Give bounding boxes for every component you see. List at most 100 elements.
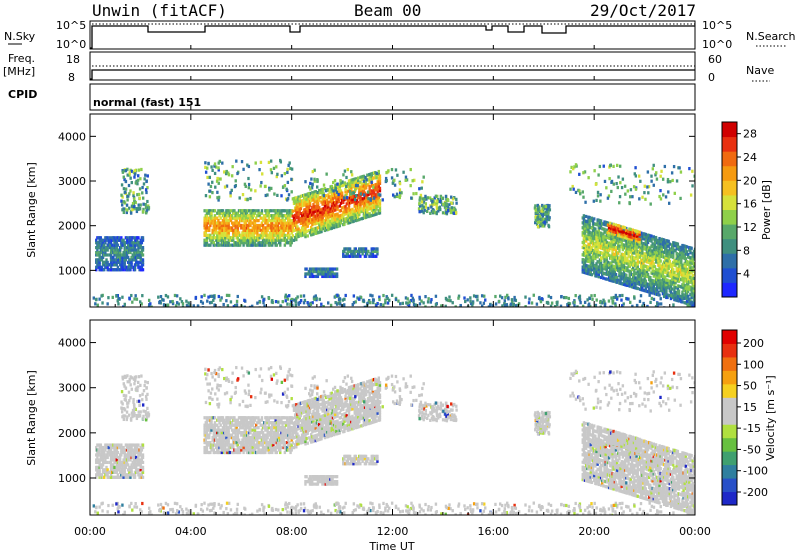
power-cell xyxy=(622,243,626,247)
power-cell xyxy=(583,170,587,174)
power-cell xyxy=(634,166,637,170)
power-cell xyxy=(587,176,590,180)
power-cell xyxy=(336,212,339,216)
power-cell xyxy=(378,295,381,299)
power-cell xyxy=(504,295,507,299)
power-cell xyxy=(607,248,611,253)
power-cell xyxy=(286,180,290,185)
power-cell xyxy=(587,227,590,232)
power-cell xyxy=(539,224,542,228)
power-cell xyxy=(437,209,440,213)
power-cell xyxy=(626,266,629,270)
power-cell xyxy=(361,252,364,256)
power-cell xyxy=(445,298,448,302)
nave-label: Nave xyxy=(746,64,774,77)
power-cell xyxy=(103,263,106,267)
power-cell xyxy=(652,252,656,256)
power-cell xyxy=(676,286,680,290)
power-cell xyxy=(162,303,166,307)
power-cell xyxy=(649,266,652,270)
power-cell xyxy=(238,243,242,247)
power-cell xyxy=(658,273,661,278)
power-cell xyxy=(222,216,226,220)
power-cell xyxy=(601,241,604,246)
power-cell xyxy=(348,208,352,212)
power-cell xyxy=(547,294,550,298)
power-cell xyxy=(322,304,325,307)
power-cell xyxy=(107,296,110,300)
power-cell xyxy=(286,297,289,301)
power-cell xyxy=(681,268,684,272)
power-cell xyxy=(353,216,356,221)
power-cell xyxy=(126,208,129,212)
power-cell xyxy=(333,179,337,183)
power-cell xyxy=(641,246,644,250)
power-cell xyxy=(118,248,122,252)
power-cell xyxy=(305,229,308,233)
power-cell xyxy=(222,226,226,230)
power-cell xyxy=(640,275,643,279)
power-cell xyxy=(581,304,585,307)
power-cell xyxy=(565,295,568,300)
power-cell xyxy=(113,260,116,264)
power-cell xyxy=(298,300,302,305)
power-cell xyxy=(281,233,284,237)
power-cell xyxy=(342,173,345,177)
power-cell xyxy=(130,238,133,242)
power-cell xyxy=(503,299,507,303)
power-cell xyxy=(617,251,620,255)
power-cell xyxy=(251,238,254,242)
power-cell xyxy=(265,231,268,235)
power-cell xyxy=(605,257,609,262)
power-cell xyxy=(311,230,314,234)
power-cell xyxy=(614,241,618,245)
power-cell xyxy=(95,265,98,269)
power-cell xyxy=(630,268,634,272)
station-title: Unwin (fitACF) xyxy=(92,1,227,20)
power-cell xyxy=(668,242,672,246)
power-cell xyxy=(320,302,323,306)
power-cell xyxy=(647,191,650,195)
power-cell xyxy=(316,178,319,182)
power-cell xyxy=(257,209,260,213)
power-cell xyxy=(588,250,591,254)
power-cell xyxy=(617,258,620,263)
power-cell xyxy=(641,285,644,290)
power-cell xyxy=(290,211,293,215)
power-cell xyxy=(663,294,666,298)
power-cell xyxy=(638,267,642,272)
power-cell xyxy=(375,212,378,216)
power-cell xyxy=(635,279,638,283)
power-cell xyxy=(654,280,658,284)
power-cell xyxy=(369,197,373,201)
power-cell xyxy=(334,200,337,205)
power-cell xyxy=(599,258,603,262)
power-cell xyxy=(406,301,409,305)
power-cell xyxy=(324,272,328,276)
power-cell xyxy=(652,183,655,187)
nsearch-tick-top: 10^5 xyxy=(702,19,732,32)
power-cell xyxy=(685,291,689,296)
power-cell xyxy=(615,280,619,284)
power-cell xyxy=(121,195,124,199)
power-cell xyxy=(250,236,253,240)
power-cell xyxy=(297,234,300,239)
power-cell xyxy=(405,178,409,182)
power-cell xyxy=(582,195,585,199)
power-cell xyxy=(100,294,103,298)
power-cell xyxy=(373,191,376,195)
power-cell xyxy=(145,208,149,212)
power-cell xyxy=(569,187,572,191)
power-cell xyxy=(384,301,387,305)
power-cell xyxy=(541,206,544,211)
power-cell xyxy=(505,303,509,307)
power-cell xyxy=(352,219,355,223)
power-cell xyxy=(359,205,362,209)
power-cell xyxy=(130,169,134,173)
power-cell xyxy=(654,260,658,264)
power-cell xyxy=(246,226,250,230)
power-cell xyxy=(540,209,543,213)
power-cell xyxy=(534,204,537,208)
power-cell xyxy=(285,238,289,242)
power-cell xyxy=(214,185,217,189)
